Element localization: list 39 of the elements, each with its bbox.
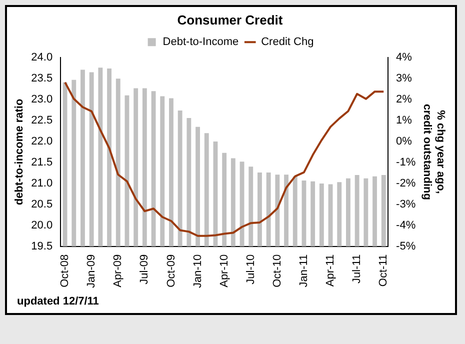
- y-tick-label: 20.5: [31, 198, 53, 210]
- legend-label: Credit Chg: [261, 36, 314, 48]
- y2-tick-label: -3%: [396, 198, 416, 210]
- y-tick-label: 21.0: [31, 177, 53, 190]
- x-tick-label: Jan-09: [86, 254, 98, 288]
- y-axis-title: debt-to-income ratio: [14, 98, 26, 206]
- x-tick-label: Oct-09: [165, 254, 178, 288]
- x-tick-label: Jan-11: [298, 254, 310, 288]
- x-tick-label: Apr-11: [324, 254, 337, 287]
- x-tick-label: Apr-10: [218, 254, 230, 288]
- x-tick-label: Jul-10: [244, 254, 257, 284]
- y-tick-label: 21.5: [31, 156, 53, 168]
- x-tick-label: Jan-10: [192, 254, 204, 288]
- y-tick-label: 20.0: [31, 219, 53, 232]
- x-tick-label: Apr-09: [112, 254, 124, 288]
- x-tick-label: Oct-10: [271, 254, 284, 288]
- x-tick-label: Jul-11: [351, 254, 364, 284]
- y-tick-label: 22.5: [31, 114, 53, 127]
- y2-tick-label: -5%: [396, 240, 416, 252]
- y2-tick-label: 0%: [396, 136, 412, 148]
- y-tick-label: 23.5: [31, 72, 53, 85]
- x-tick-label: Jul-09: [138, 254, 151, 284]
- text: updated 12/7/11: [17, 296, 99, 308]
- x-tick-label: Oct-11: [378, 254, 390, 287]
- y-tick-label: 23.0: [31, 94, 53, 106]
- y2-tick-label: 4%: [396, 52, 412, 64]
- y-tick-label: 24.0: [31, 52, 53, 64]
- legend-label: Debt-to-Income: [162, 36, 239, 48]
- chart-title: Consumer Credit: [177, 12, 284, 28]
- y-tick-label: 19.5: [31, 240, 53, 252]
- y2-axis-title: % chg year ago, credit outstanding: [421, 104, 446, 200]
- y-tick-label: 22.0: [31, 136, 53, 148]
- y2-tick-label: -1%: [396, 156, 416, 168]
- x-tick-label: Oct-08: [59, 254, 72, 288]
- y2-tick-label: 3%: [396, 72, 412, 85]
- y2-tick-label: 1%: [396, 114, 412, 127]
- y2-tick-label: -2%: [396, 177, 416, 190]
- y2-tick-label: -4%: [396, 219, 416, 232]
- y2-tick-label: 2%: [396, 94, 412, 106]
